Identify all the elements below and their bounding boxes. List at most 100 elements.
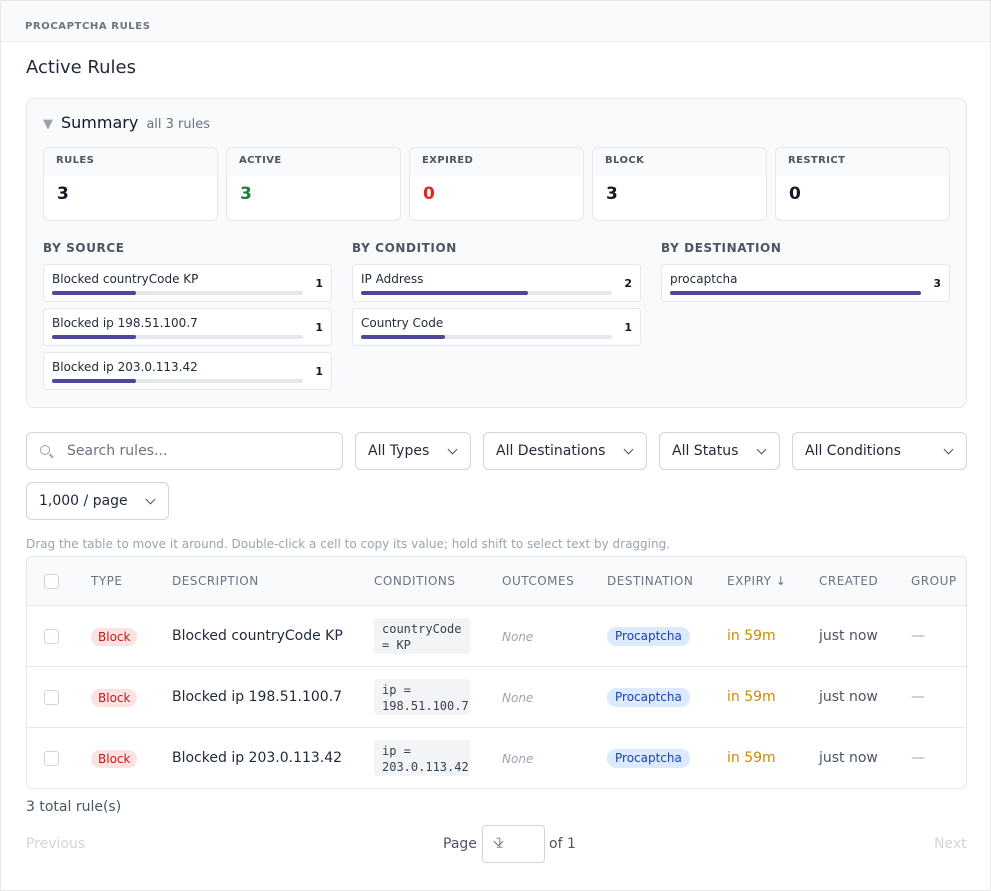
- source-item-count: 1: [315, 321, 323, 334]
- header-group[interactable]: GROUP: [911, 574, 957, 588]
- header-expiry[interactable]: EXPIRY ↓: [727, 574, 787, 588]
- table-hint: Drag the table to move it around. Double…: [26, 537, 671, 551]
- source-item-label: Blocked ip 198.51.100.7: [52, 316, 198, 330]
- page-size-dropdown[interactable]: 1,000 / page: [26, 482, 169, 520]
- stat-label: RESTRICT: [776, 148, 949, 176]
- type-badge: Block: [91, 689, 138, 707]
- rule-description: Blocked ip 198.51.100.7: [172, 689, 343, 705]
- expiry-value: in 59m: [727, 628, 776, 644]
- type-badge: Block: [91, 628, 138, 646]
- type-filter-dropdown[interactable]: All Types: [355, 432, 471, 470]
- condition-item-count: 1: [624, 321, 632, 334]
- progress-track: [361, 335, 612, 339]
- stat-value: 3: [240, 184, 252, 204]
- table-row[interactable]: Block Blocked countryCode KP countryCode…: [27, 606, 966, 667]
- destination-badge: Procaptcha: [607, 627, 690, 646]
- status-filter-value: All Status: [672, 443, 739, 459]
- select-all-checkbox[interactable]: [44, 574, 59, 589]
- source-item-label: Blocked countryCode KP: [52, 272, 199, 286]
- condition-line: 203.0.113.42: [382, 760, 469, 774]
- summary-toggle[interactable]: ▼ Summary all 3 rules: [43, 113, 210, 132]
- condition-chip: ip = 198.51.100.7: [374, 679, 470, 715]
- condition-line: ip =: [382, 744, 411, 758]
- destination-item: procaptcha 3: [661, 264, 950, 302]
- source-item: Blocked ip 203.0.113.42 1: [43, 352, 332, 390]
- group-value: —: [911, 750, 925, 766]
- header-destination[interactable]: DESTINATION: [607, 574, 694, 588]
- progress-track: [361, 291, 612, 295]
- progress-fill: [361, 291, 529, 295]
- condition-line: ip =: [382, 683, 411, 697]
- by-destination-title: BY DESTINATION: [661, 241, 782, 255]
- condition-line: countryCode: [382, 622, 462, 636]
- total-count: 3 total rule(s): [26, 799, 122, 815]
- stat-value: 3: [606, 184, 618, 204]
- by-condition-title: BY CONDITION: [352, 241, 457, 255]
- row-checkbox[interactable]: [44, 629, 59, 644]
- destination-filter-value: All Destinations: [496, 443, 606, 459]
- stat-cards: RULES 3 ACTIVE 3 EXPIRED 0 BLOCK 3 RESTR…: [43, 147, 950, 221]
- header-created[interactable]: CREATED: [819, 574, 879, 588]
- condition-line: = KP: [382, 638, 411, 652]
- stat-label: RULES: [44, 148, 217, 176]
- stat-card-rules: RULES 3: [43, 147, 218, 221]
- row-checkbox[interactable]: [44, 751, 59, 766]
- table-row[interactable]: Block Blocked ip 203.0.113.42 ip = 203.0…: [27, 728, 966, 788]
- source-item-count: 1: [315, 277, 323, 290]
- next-button[interactable]: Next: [934, 836, 967, 852]
- source-item: Blocked countryCode KP 1: [43, 264, 332, 302]
- expiry-value: in 59m: [727, 750, 776, 766]
- app-title: PROCAPTCHA RULES: [25, 21, 151, 32]
- page-size-value: 1,000 / page: [39, 493, 128, 509]
- by-condition-section: BY CONDITION IP Address 2 Country Code 1: [352, 241, 641, 352]
- destination-filter-dropdown[interactable]: All Destinations: [483, 432, 647, 470]
- destination-badge: Procaptcha: [607, 749, 690, 768]
- created-value: just now: [819, 689, 878, 705]
- condition-item-label: Country Code: [361, 316, 444, 330]
- type-filter-value: All Types: [368, 443, 430, 459]
- outcome-value: None: [502, 752, 534, 766]
- search-box: [26, 432, 343, 470]
- stat-value: 0: [423, 184, 435, 204]
- created-value: just now: [819, 750, 878, 766]
- table-header: TYPE DESCRIPTION CONDITIONS OUTCOMES DES…: [27, 557, 966, 606]
- status-filter-dropdown[interactable]: All Status: [659, 432, 780, 470]
- row-checkbox[interactable]: [44, 690, 59, 705]
- header-description[interactable]: DESCRIPTION: [172, 574, 259, 588]
- condition-item-label: IP Address: [361, 272, 424, 286]
- top-bar: PROCAPTCHA RULES: [1, 1, 990, 42]
- progress-track: [52, 379, 303, 383]
- expiry-value: in 59m: [727, 689, 776, 705]
- header-outcomes[interactable]: OUTCOMES: [502, 574, 575, 588]
- page-total: of 1: [549, 836, 576, 852]
- page-select[interactable]: 1: [482, 825, 545, 863]
- page-title: Active Rules: [26, 57, 136, 78]
- source-item: Blocked ip 198.51.100.7 1: [43, 308, 332, 346]
- condition-filter-dropdown[interactable]: All Conditions: [792, 432, 967, 470]
- stat-card-active: ACTIVE 3: [226, 147, 401, 221]
- rule-description: Blocked countryCode KP: [172, 628, 343, 644]
- chevron-down-icon: [447, 444, 458, 455]
- header-type[interactable]: TYPE: [91, 574, 123, 588]
- destination-item-label: procaptcha: [670, 272, 738, 286]
- progress-fill: [52, 335, 136, 339]
- page-label: Page: [443, 836, 477, 852]
- search-input[interactable]: [67, 441, 327, 461]
- stat-label: BLOCK: [593, 148, 766, 176]
- destination-badge: Procaptcha: [607, 688, 690, 707]
- stat-value: 0: [789, 184, 801, 204]
- stat-card-block: BLOCK 3: [592, 147, 767, 221]
- created-value: just now: [819, 628, 878, 644]
- rules-table[interactable]: TYPE DESCRIPTION CONDITIONS OUTCOMES DES…: [26, 556, 967, 789]
- stat-card-expired: EXPIRED 0: [409, 147, 584, 221]
- previous-button[interactable]: Previous: [26, 836, 86, 852]
- table-row[interactable]: Block Blocked ip 198.51.100.7 ip = 198.5…: [27, 667, 966, 728]
- search-icon: [40, 445, 50, 455]
- by-source-section: BY SOURCE Blocked countryCode KP 1 Block…: [43, 241, 332, 396]
- chevron-down-icon: [943, 444, 954, 455]
- stat-label: EXPIRED: [410, 148, 583, 176]
- type-badge: Block: [91, 750, 138, 768]
- header-conditions[interactable]: CONDITIONS: [374, 574, 456, 588]
- stat-value: 3: [57, 184, 69, 204]
